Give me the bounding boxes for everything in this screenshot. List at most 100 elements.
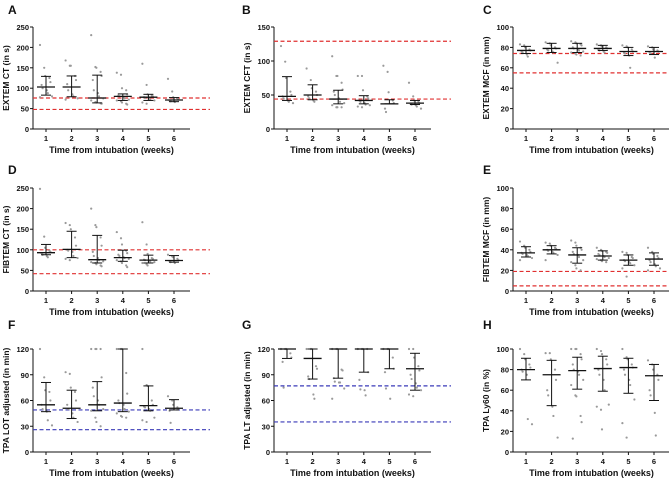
data-point xyxy=(91,250,94,253)
y-tick-label: 0 xyxy=(25,125,29,134)
data-point xyxy=(38,187,42,190)
data-point xyxy=(99,347,102,351)
y-axis-label: EXTEM CFT (in s) xyxy=(242,42,252,113)
data-point xyxy=(623,52,627,55)
data-point xyxy=(145,420,148,424)
data-point xyxy=(74,244,78,247)
data-point xyxy=(577,373,581,376)
data-point xyxy=(166,77,170,80)
data-point xyxy=(153,99,156,102)
data-point xyxy=(518,240,522,243)
chart-panel-e: E 0 20 40 60 80 100 1 2 3 4 5 6 Time from intubation … xyxy=(481,163,669,317)
data-point xyxy=(412,395,415,398)
data-point xyxy=(579,353,582,356)
data-point xyxy=(150,399,153,402)
data-point xyxy=(49,399,52,402)
data-point xyxy=(309,78,312,82)
data-point xyxy=(115,347,118,351)
data-point xyxy=(153,261,156,264)
data-point xyxy=(409,373,412,376)
data-point xyxy=(48,390,51,394)
data-point xyxy=(547,394,550,397)
data-point xyxy=(143,406,147,409)
data-point xyxy=(95,226,98,229)
data-point xyxy=(556,436,559,439)
x-tick-label: 4 xyxy=(601,296,606,305)
data-point xyxy=(544,241,547,244)
data-point xyxy=(100,265,103,268)
data-point xyxy=(313,100,316,103)
y-tick-label: 0 xyxy=(505,448,509,457)
y-axis-label: TPA Ly60 (in %) xyxy=(481,369,491,432)
data-point xyxy=(95,66,98,69)
x-tick-label: 4 xyxy=(601,457,606,466)
x-axis-label: Time from intubation (weeks) xyxy=(290,468,415,478)
data-point xyxy=(571,437,574,440)
data-point xyxy=(577,49,581,52)
data-point xyxy=(91,386,94,389)
data-point xyxy=(599,349,603,353)
data-point xyxy=(127,257,130,260)
data-point xyxy=(120,101,124,104)
data-point xyxy=(580,421,583,424)
x-tick-label: 6 xyxy=(172,457,176,466)
x-axis-label: Time from intubation (weeks) xyxy=(290,145,415,155)
data-point xyxy=(123,97,126,100)
data-point xyxy=(284,60,287,63)
data-point xyxy=(600,428,604,431)
x-tick-label: 2 xyxy=(70,296,74,305)
data-point xyxy=(383,371,387,374)
data-point xyxy=(66,83,69,86)
data-point xyxy=(579,414,582,418)
x-tick-label: 5 xyxy=(146,457,150,466)
chart-panel-g: G 0 30 60 90 120 1 2 3 4 5 6 Time from intubation (w… xyxy=(242,318,451,478)
data-point xyxy=(356,74,359,78)
data-point xyxy=(646,269,650,272)
data-point xyxy=(629,383,632,387)
y-tick-label: 30 xyxy=(21,422,29,431)
data-point xyxy=(41,407,44,411)
data-point xyxy=(600,353,604,356)
data-point xyxy=(115,71,118,74)
y-tick-label: 90 xyxy=(21,371,29,380)
x-tick-label: 5 xyxy=(626,134,630,143)
x-axis-label: Time from intubation (weeks) xyxy=(529,307,654,317)
chart-panel-h: H 0 20 40 60 80 100 1 2 3 4 5 6 Time from intubation … xyxy=(481,318,669,478)
data-point xyxy=(621,250,624,253)
y-tick-label: 60 xyxy=(501,64,509,73)
data-point xyxy=(412,95,415,98)
data-point xyxy=(94,416,97,419)
data-point xyxy=(553,368,557,371)
chart-panel-c: C 0 20 40 60 80 100 1 2 3 4 5 6 Time from intubation … xyxy=(481,3,669,155)
data-point xyxy=(595,347,598,351)
chart-panel-a: A 0 50 100 150 200 250 1 2 3 4 5 6 Time from intubati… xyxy=(1,3,210,155)
data-point xyxy=(282,386,285,389)
y-tick-label: 80 xyxy=(501,205,509,214)
data-point xyxy=(100,376,103,379)
data-point xyxy=(552,414,555,418)
x-axis-label: Time from intubation (weeks) xyxy=(529,145,654,155)
data-point xyxy=(43,66,46,69)
x-tick-label: 3 xyxy=(336,457,340,466)
y-tick-label: 0 xyxy=(266,125,270,134)
data-point xyxy=(570,383,573,387)
data-point xyxy=(151,257,154,260)
x-tick-label: 2 xyxy=(550,134,554,143)
data-point xyxy=(67,89,70,92)
data-point xyxy=(279,44,283,48)
data-point xyxy=(575,395,578,398)
data-point xyxy=(518,347,522,351)
x-tick-label: 4 xyxy=(362,134,367,143)
data-point xyxy=(90,99,93,102)
data-point xyxy=(95,347,98,351)
data-point xyxy=(359,100,362,103)
data-point xyxy=(126,251,129,255)
data-point xyxy=(90,261,93,264)
data-point xyxy=(38,96,42,99)
data-point xyxy=(606,363,609,366)
data-point xyxy=(649,261,652,264)
data-point xyxy=(125,264,128,267)
data-point xyxy=(166,253,170,256)
data-point xyxy=(571,250,574,253)
data-point xyxy=(544,352,547,355)
